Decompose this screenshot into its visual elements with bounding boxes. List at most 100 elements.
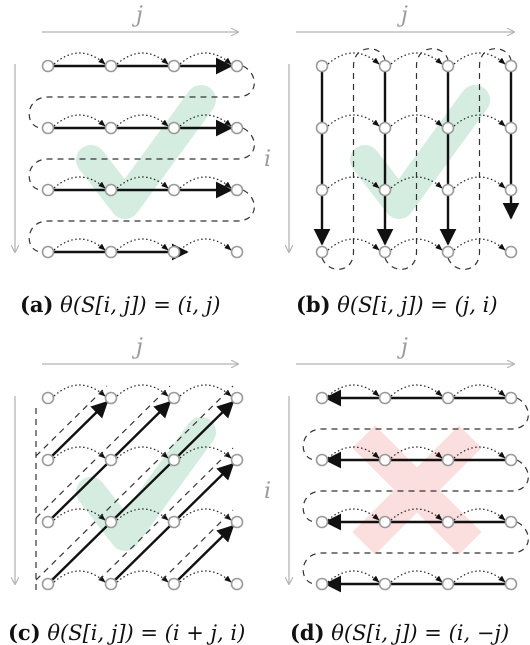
iteration-node: [167, 121, 181, 135]
order-connector: [28, 65, 255, 129]
panel-a: ji: [0, 3, 255, 261]
iteration-node: [230, 121, 244, 135]
iteration-node: [104, 59, 118, 73]
iteration-node: [167, 577, 181, 591]
iteration-node: [378, 245, 392, 259]
iteration-node: [41, 121, 55, 135]
iteration-node: [441, 245, 455, 259]
dependency-arc: [116, 508, 169, 521]
iteration-node: [167, 59, 181, 73]
iteration-node: [104, 391, 118, 405]
dependency-arc: [179, 238, 232, 251]
dependency-arc: [390, 446, 443, 459]
iteration-node: [230, 577, 244, 591]
caption-a: (a) θ(S[i, j]) = (i, j): [20, 292, 220, 317]
panel-b: ji: [264, 3, 520, 270]
dependency-arc: [53, 508, 106, 521]
i-axis-label: i: [264, 479, 271, 504]
dependency-arc: [53, 384, 106, 397]
order-arrow: [50, 400, 235, 582]
dependency-arc: [390, 52, 443, 65]
iteration-node: [378, 121, 392, 135]
dependency-arc: [116, 238, 169, 251]
iteration-node: [378, 391, 392, 405]
order-connector: [384, 48, 449, 270]
order-arrow: [50, 400, 109, 458]
dependency-arc: [453, 570, 506, 583]
dependency-arc: [453, 446, 506, 459]
order-connector: [28, 127, 255, 191]
dependency-arc: [179, 52, 232, 65]
iteration-node: [167, 391, 181, 405]
order-connector: [35, 385, 234, 581]
dependency-arc: [453, 508, 506, 521]
iteration-node: [41, 245, 55, 259]
iteration-node: [504, 183, 518, 197]
caption-b-formula: θ(S[i, j]) = (j, i): [337, 293, 498, 317]
j-axis-label: j: [396, 335, 408, 360]
iteration-node: [104, 183, 118, 197]
caption-d: (d) θ(S[i, j]) = (i, −j): [290, 620, 509, 645]
iteration-node: [104, 245, 118, 259]
iteration-node: [315, 391, 329, 405]
dependency-arc: [53, 52, 106, 65]
dependency-arc: [53, 238, 106, 251]
iteration-node: [104, 577, 118, 591]
iteration-node: [378, 577, 392, 591]
dependency-arc: [53, 446, 106, 459]
dependency-arc: [179, 384, 232, 397]
dependency-arc: [327, 570, 380, 583]
iteration-node: [378, 183, 392, 197]
caption-a-formula: θ(S[i, j]) = (i, j): [60, 293, 221, 317]
dependency-arc: [179, 446, 232, 459]
iteration-node: [104, 121, 118, 135]
iteration-node: [41, 59, 55, 73]
iteration-node: [41, 577, 55, 591]
iteration-node: [441, 59, 455, 73]
iteration-node: [230, 453, 244, 467]
panel-c: ji: [0, 335, 244, 594]
order-connector: [161, 509, 234, 581]
order-connector: [302, 397, 529, 461]
dependency-arc: [116, 384, 169, 397]
iteration-node: [41, 391, 55, 405]
iteration-node: [167, 453, 181, 467]
check-mark: [76, 85, 216, 219]
order-connector: [28, 189, 255, 253]
dependency-arc: [53, 114, 106, 127]
dependency-arc: [453, 384, 506, 397]
caption-c: (c) θ(S[i, j]) = (i + j, i): [8, 620, 245, 645]
iteration-node: [378, 453, 392, 467]
order-connector: [302, 521, 529, 585]
dependency-arc: [390, 508, 443, 521]
iteration-node: [230, 391, 244, 405]
caption-b: (b) θ(S[i, j]) = (j, i): [296, 292, 498, 317]
caption-c-formula: θ(S[i, j]) = (i + j, i): [47, 621, 246, 645]
dependency-arc: [453, 114, 506, 127]
panel-d: ji: [264, 335, 529, 593]
iteration-node: [504, 59, 518, 73]
caption-d-tag: (d): [290, 620, 325, 645]
order-connector: [35, 385, 108, 457]
dependency-arc: [53, 176, 106, 189]
dependency-arc: [179, 570, 232, 583]
iteration-node: [230, 245, 244, 259]
j-axis-label: j: [396, 3, 408, 28]
iteration-node: [441, 515, 455, 529]
order-connector: [302, 459, 529, 523]
iteration-node: [315, 245, 329, 259]
iteration-node: [167, 245, 181, 259]
iteration-node: [167, 515, 181, 529]
iteration-node: [104, 515, 118, 529]
iteration-node: [315, 577, 329, 591]
iteration-node: [41, 183, 55, 197]
dependency-arc: [179, 176, 232, 189]
iteration-node: [315, 515, 329, 529]
dependency-arc: [390, 570, 443, 583]
iteration-node: [315, 59, 329, 73]
iteration-node: [315, 453, 329, 467]
iteration-node: [41, 453, 55, 467]
dependency-arc: [116, 114, 169, 127]
caption-d-formula: θ(S[i, j]) = (i, −j): [331, 621, 510, 645]
order-connector: [447, 48, 512, 270]
